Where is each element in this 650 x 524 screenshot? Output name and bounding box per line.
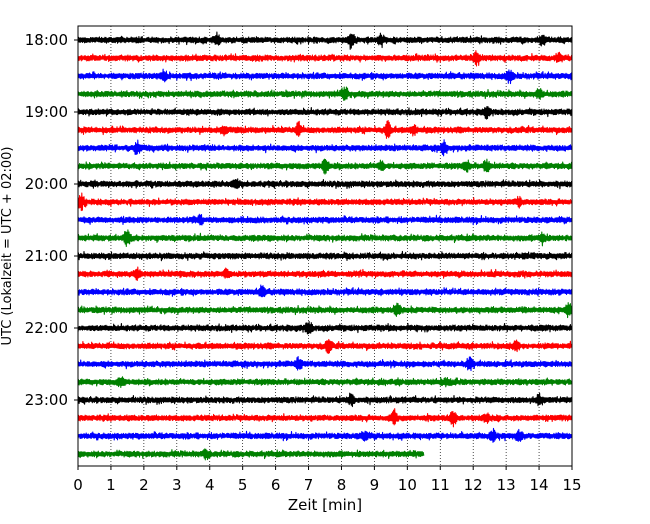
trace-line bbox=[77, 392, 573, 408]
x-tick-label: 3 bbox=[172, 476, 182, 494]
y-tick-label: 23:00 bbox=[25, 391, 68, 409]
x-tick-label: 4 bbox=[205, 476, 215, 494]
x-tick-label: 8 bbox=[337, 476, 347, 494]
trace-line bbox=[77, 376, 573, 389]
y-tick-label: 22:00 bbox=[25, 319, 68, 337]
y-tick-label: 21:00 bbox=[25, 247, 68, 265]
y-tick-label: 20:00 bbox=[25, 175, 68, 193]
trace-line bbox=[77, 250, 573, 262]
trace-line bbox=[77, 284, 573, 298]
x-tick-label: 10 bbox=[398, 476, 417, 494]
x-axis: 0 1 2 3 4 5 6 7 8 9 10 11 12 13 14 15 bbox=[73, 466, 582, 494]
x-tick-label: 13 bbox=[497, 476, 516, 494]
trace-line bbox=[77, 192, 573, 212]
trace-line bbox=[77, 355, 573, 372]
x-tick-label: 5 bbox=[238, 476, 248, 494]
trace-line bbox=[77, 338, 573, 355]
trace-layer bbox=[77, 31, 573, 461]
x-tick-label: 14 bbox=[530, 476, 549, 494]
trace-line bbox=[77, 31, 573, 50]
trace-line bbox=[77, 158, 573, 175]
x-tick-label: 7 bbox=[304, 476, 314, 494]
trace-line bbox=[77, 320, 573, 335]
plot-frame bbox=[77, 25, 573, 467]
trace-line bbox=[77, 106, 573, 120]
trace-line bbox=[77, 139, 573, 157]
trace-line bbox=[77, 68, 573, 85]
y-axis: 18:00 19:00 20:00 21:00 22:00 23:00 bbox=[25, 31, 78, 409]
x-tick-label: 6 bbox=[271, 476, 281, 494]
x-tick-label: 9 bbox=[370, 476, 380, 494]
trace-line bbox=[77, 266, 573, 281]
x-axis-title: Zeit [min] bbox=[288, 496, 362, 514]
trace-line bbox=[77, 213, 573, 226]
trace-line bbox=[77, 178, 573, 190]
x-tick-label: 15 bbox=[562, 476, 581, 494]
trace-line bbox=[77, 229, 573, 248]
x-tick-label: 11 bbox=[431, 476, 450, 494]
y-axis-title: UTC (Lokalzeit = UTC + 02:00) bbox=[0, 147, 15, 346]
x-tick-label: 2 bbox=[139, 476, 149, 494]
trace-line bbox=[77, 119, 573, 139]
trace-line bbox=[77, 408, 573, 428]
trace-line bbox=[77, 427, 573, 443]
grid-layer bbox=[110, 26, 540, 466]
trace-line bbox=[77, 448, 425, 461]
x-tick-label: 12 bbox=[464, 476, 483, 494]
trace-line bbox=[77, 50, 573, 67]
trace-line bbox=[77, 302, 573, 319]
trace-line bbox=[77, 86, 573, 101]
x-tick-label: 1 bbox=[106, 476, 116, 494]
y-tick-label: 18:00 bbox=[25, 31, 68, 49]
y-tick-label: 19:00 bbox=[25, 103, 68, 121]
x-tick-label: 0 bbox=[73, 476, 83, 494]
